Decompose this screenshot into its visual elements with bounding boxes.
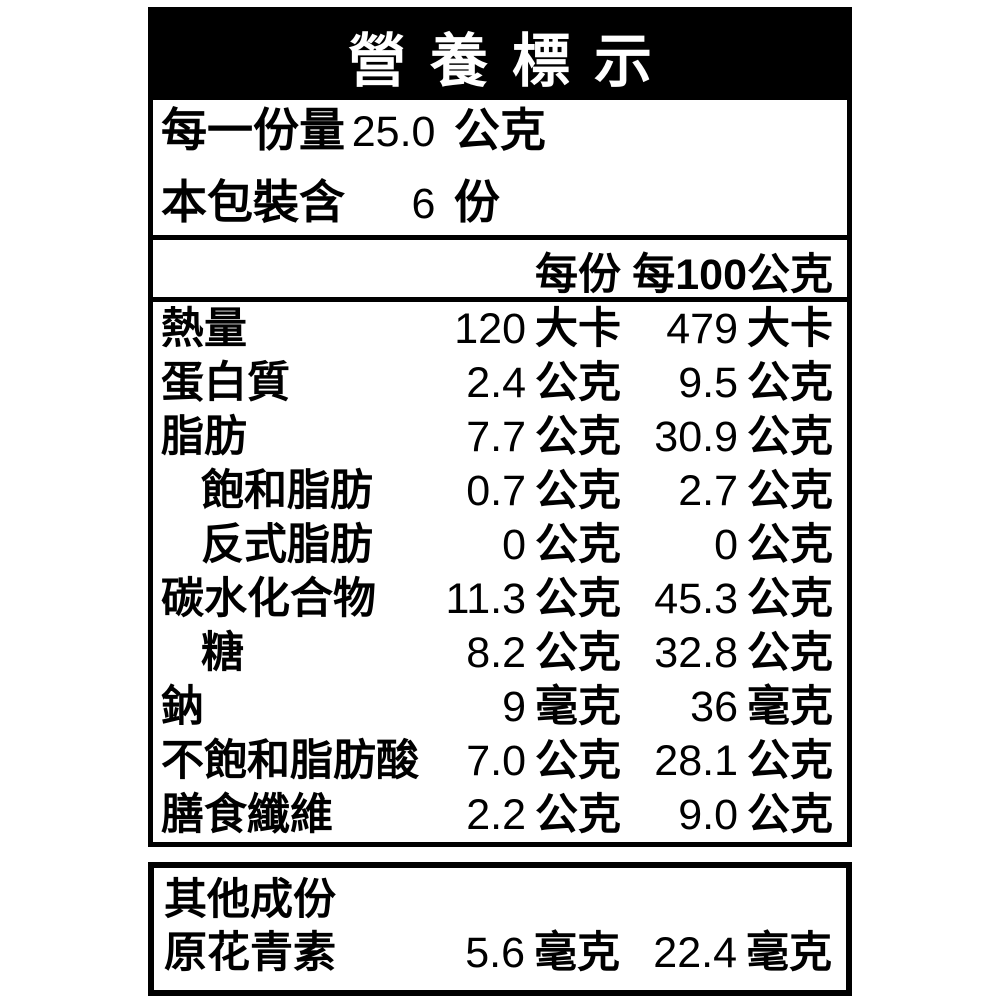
ingredient-name: 原花青素 xyxy=(164,929,336,977)
table-row-unsaturated-fatty-acids: 不飽和脂肪酸 7.0 公克 28.1 公克 xyxy=(153,734,847,788)
nutrient-name: 脂肪 xyxy=(161,413,247,461)
nutrient-name: 糖 xyxy=(201,629,244,677)
per-100g-value: 0 公克 xyxy=(714,521,833,569)
table-row-trans-fat: 反式脂肪 0 公克 0 公克 xyxy=(153,518,847,572)
per-serving-value: 7.0 公克 xyxy=(466,737,621,785)
nutrient-name: 膳食纖維 xyxy=(161,791,333,839)
per-serving-value: 9 毫克 xyxy=(502,683,621,731)
serving-size-unit: 公克 xyxy=(453,103,546,156)
per-serving-value: 2.2 公克 xyxy=(466,791,621,839)
table-row-fat: 脂肪 7.7 公克 30.9 公克 xyxy=(153,410,847,464)
serving-info: 每一份量 25.0 公克 本包裝含 6 份 xyxy=(153,100,847,235)
nutrient-name: 反式脂肪 xyxy=(201,521,373,569)
label-title-bar: 營養標示 xyxy=(153,12,847,100)
serving-size-label: 每一份量 xyxy=(161,103,345,156)
page-title: 營養標示 xyxy=(347,29,676,94)
nutrient-name: 鈉 xyxy=(161,683,204,731)
servings-value: 6 xyxy=(411,179,436,228)
per-100g-value: 9.0 公克 xyxy=(678,791,833,839)
per-serving-value: 7.7 公克 xyxy=(466,413,621,461)
per-serving-value: 11.3 公克 xyxy=(445,575,622,623)
nutrition-label: 營養標示 每一份量 25.0 公克 本包裝含 6 份 每份 每100公克 熱量 … xyxy=(148,7,852,996)
table-row-sugar: 糖 8.2 公克 32.8 公克 xyxy=(153,626,847,680)
table-row-dietary-fiber: 膳食纖維 2.2 公克 9.0 公克 xyxy=(153,788,847,842)
per-100g-value: 22.4 毫克 xyxy=(653,929,832,977)
serving-size-value: 25.0 xyxy=(351,107,436,156)
per-100g-value: 9.5 公克 xyxy=(678,359,833,407)
nutrient-name: 蛋白質 xyxy=(161,359,290,407)
nutrient-rows: 熱量 120 大卡 479 大卡 蛋白質 2.4 公克 9.5 公克 脂肪 7.7 公克 … xyxy=(153,302,847,842)
column-header-per-serving: 每份 xyxy=(535,251,621,299)
per-100g-value: 2.7 公克 xyxy=(678,467,833,515)
servings-label: 本包裝含 xyxy=(161,175,345,228)
table-row-protein: 蛋白質 2.4 公克 9.5 公克 xyxy=(153,356,847,410)
table-row-sodium: 鈉 9 毫克 36 毫克 xyxy=(153,680,847,734)
nutrient-name: 碳水化合物 xyxy=(161,575,376,623)
per-100g-value: 36 毫克 xyxy=(690,683,833,731)
column-headers: 每份 每100公克 xyxy=(153,235,847,302)
table-row-calories: 熱量 120 大卡 479 大卡 xyxy=(153,302,847,356)
other-ingredients-box: 其他成份 原花青素 5.6 毫克 22.4 毫克 xyxy=(148,862,852,996)
serving-size-line: 每一份量 25.0 公克 xyxy=(161,100,847,172)
column-header-per-100g: 每100公克 xyxy=(632,251,833,299)
servings-per-package-line: 本包裝含 6 份 xyxy=(161,172,847,244)
per-100g-value: 30.9 公克 xyxy=(654,413,833,461)
per-serving-value: 5.6 毫克 xyxy=(465,929,620,977)
per-100g-value: 479 大卡 xyxy=(666,305,833,353)
per-100g-value: 45.3 公克 xyxy=(654,575,833,623)
nutrient-name: 飽和脂肪 xyxy=(201,467,373,515)
per-100g-value: 28.1 公克 xyxy=(654,737,833,785)
per-serving-value: 2.4 公克 xyxy=(466,359,621,407)
table-row-proanthocyanidins: 原花青素 5.6 毫克 22.4 毫克 xyxy=(164,926,832,980)
per-100g-value: 32.8 公克 xyxy=(654,629,833,677)
nutrient-name: 熱量 xyxy=(161,305,247,353)
table-row-carbohydrate: 碳水化合物 11.3 公克 45.3 公克 xyxy=(153,572,847,626)
servings-unit: 份 xyxy=(453,175,500,228)
table-row-saturated-fat: 飽和脂肪 0.7 公克 2.7 公克 xyxy=(153,464,847,518)
per-serving-value: 0 公克 xyxy=(502,521,621,569)
per-serving-value: 8.2 公克 xyxy=(466,629,621,677)
other-ingredients-title: 其他成份 xyxy=(164,876,336,924)
nutrition-table: 營養標示 每一份量 25.0 公克 本包裝含 6 份 每份 每100公克 熱量 … xyxy=(148,7,852,847)
nutrient-name: 不飽和脂肪酸 xyxy=(161,737,419,785)
per-serving-value: 120 大卡 xyxy=(454,305,621,353)
per-serving-value: 0.7 公克 xyxy=(466,467,621,515)
